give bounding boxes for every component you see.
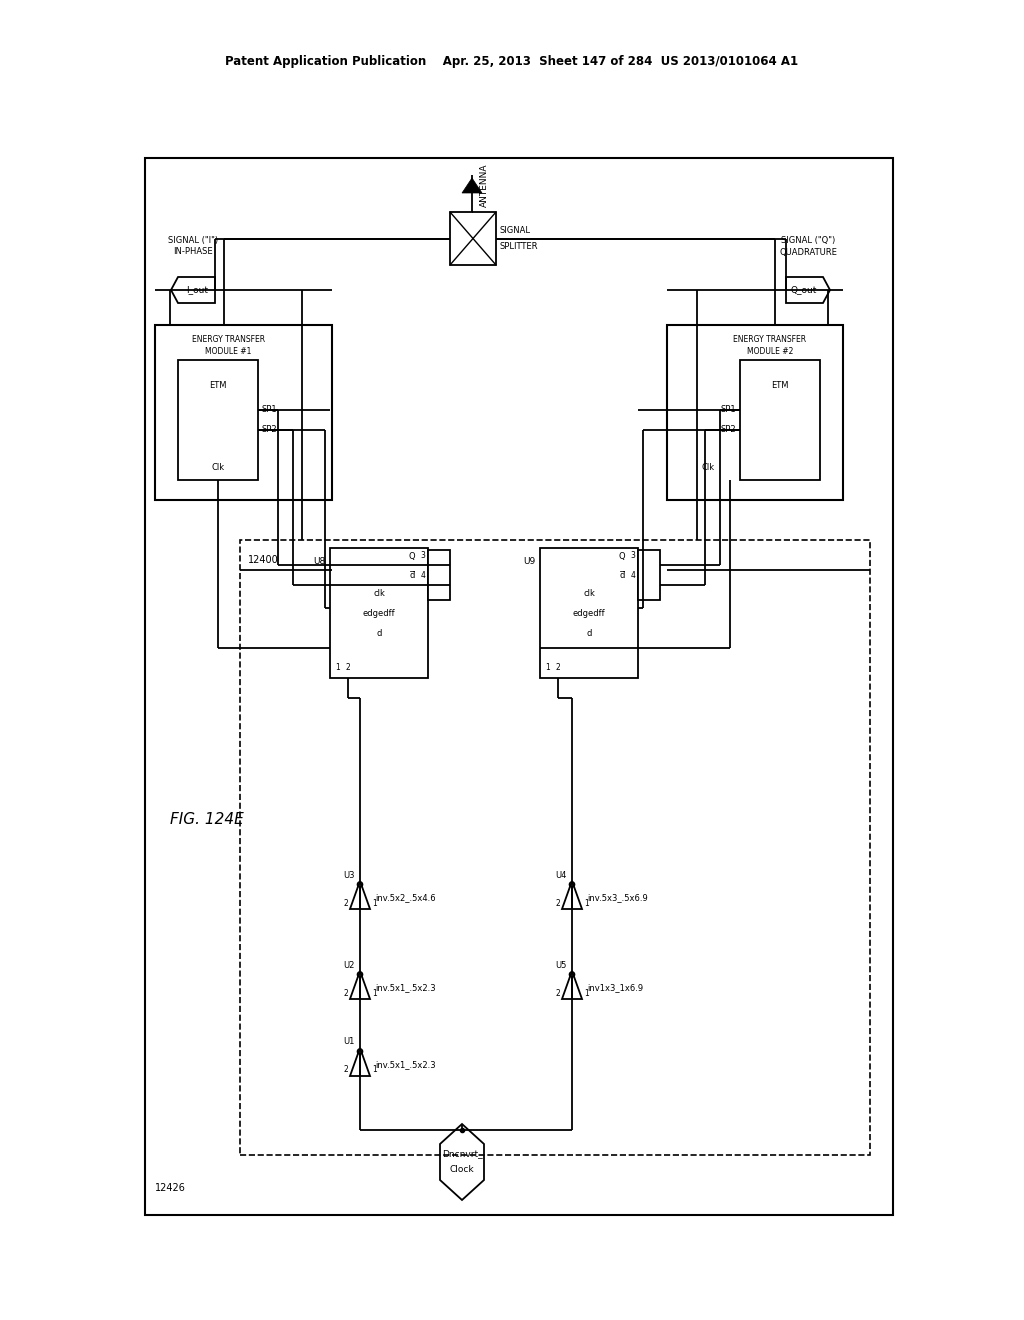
Text: 12426: 12426	[155, 1183, 186, 1193]
Text: QUADRATURE: QUADRATURE	[779, 248, 837, 256]
Text: inv.5x2_.5x4.6: inv.5x2_.5x4.6	[375, 894, 435, 903]
Text: 2: 2	[343, 989, 348, 998]
Text: Dncnvrt_: Dncnvrt_	[441, 1150, 482, 1159]
Text: I_out: I_out	[186, 285, 208, 294]
Text: 1: 1	[372, 1065, 377, 1074]
Text: inv.5x1_.5x2.3: inv.5x1_.5x2.3	[375, 983, 435, 993]
Text: d: d	[587, 628, 592, 638]
Text: d: d	[376, 628, 382, 638]
Bar	[638, 550, 660, 601]
Bar	[145, 158, 893, 1214]
Text: SP2: SP2	[720, 425, 736, 434]
Text: 1: 1	[336, 664, 340, 672]
Text: edgedff: edgedff	[362, 609, 395, 618]
Text: ETM: ETM	[209, 380, 226, 389]
Text: 1: 1	[372, 989, 377, 998]
Text: 3: 3	[631, 552, 636, 561]
Text: IN-PHASE: IN-PHASE	[173, 248, 213, 256]
Text: U1: U1	[344, 1038, 355, 1047]
Text: ENERGY TRANSFER: ENERGY TRANSFER	[733, 334, 807, 343]
Text: MODULE #1: MODULE #1	[206, 347, 252, 356]
Text: 1: 1	[546, 664, 550, 672]
Text: inv1x3_1x6.9: inv1x3_1x6.9	[587, 983, 643, 993]
Text: 4: 4	[631, 572, 636, 581]
Text: MODULE #2: MODULE #2	[746, 347, 794, 356]
Text: U4: U4	[556, 870, 567, 879]
Text: 1: 1	[584, 899, 589, 908]
Text: FIG. 124E: FIG. 124E	[170, 813, 244, 828]
Text: Q: Q	[618, 552, 626, 561]
Text: ETM: ETM	[771, 380, 788, 389]
Text: 3: 3	[421, 552, 425, 561]
Bar	[428, 550, 450, 601]
Text: ANTENNA: ANTENNA	[479, 164, 488, 207]
Text: U3: U3	[343, 870, 355, 879]
Text: 2: 2	[346, 664, 350, 672]
Text: 2: 2	[343, 899, 348, 908]
Text: d̅: d̅	[620, 572, 625, 581]
Polygon shape	[462, 178, 482, 193]
Text: 4: 4	[421, 572, 425, 581]
Text: 12400: 12400	[248, 554, 279, 565]
Text: 2: 2	[555, 899, 560, 908]
Text: Q: Q	[409, 552, 416, 561]
Text: SP1: SP1	[262, 405, 278, 414]
Text: 1: 1	[584, 989, 589, 998]
Text: edgedff: edgedff	[572, 609, 605, 618]
Bar	[450, 213, 496, 265]
Text: SPLITTER: SPLITTER	[500, 242, 539, 251]
Bar	[667, 325, 843, 500]
Text: d̅: d̅	[410, 572, 415, 581]
Text: inv.5x1_.5x2.3: inv.5x1_.5x2.3	[375, 1060, 435, 1069]
Text: U5: U5	[556, 961, 567, 969]
Text: U2: U2	[344, 961, 355, 969]
Text: Patent Application Publication    Apr. 25, 2013  Sheet 147 of 284  US 2013/01010: Patent Application Publication Apr. 25, …	[225, 55, 799, 69]
Text: SP1: SP1	[720, 405, 736, 414]
Text: clk: clk	[373, 589, 385, 598]
Text: SP2: SP2	[262, 425, 278, 434]
Text: SIGNAL ("I"): SIGNAL ("I")	[168, 235, 218, 244]
Text: U9: U9	[522, 557, 535, 566]
Text: 2: 2	[555, 989, 560, 998]
Text: Q_out: Q_out	[791, 285, 817, 294]
Text: inv.5x3_.5x6.9: inv.5x3_.5x6.9	[587, 894, 648, 903]
Bar	[155, 325, 332, 500]
Bar	[740, 360, 820, 480]
Text: Clk: Clk	[701, 463, 715, 473]
Text: SIGNAL: SIGNAL	[500, 226, 531, 235]
Text: clk: clk	[583, 589, 595, 598]
Text: SIGNAL ("Q"): SIGNAL ("Q")	[781, 235, 836, 244]
Text: Clock: Clock	[450, 1166, 474, 1175]
Text: 1: 1	[372, 899, 377, 908]
Text: 2: 2	[556, 664, 560, 672]
Text: U8: U8	[312, 557, 325, 566]
Bar	[330, 548, 428, 678]
Bar	[178, 360, 258, 480]
Text: ENERGY TRANSFER: ENERGY TRANSFER	[191, 334, 265, 343]
Text: Clk: Clk	[211, 463, 224, 473]
Bar	[540, 548, 638, 678]
Text: 2: 2	[343, 1065, 348, 1074]
Bar	[240, 540, 870, 1155]
